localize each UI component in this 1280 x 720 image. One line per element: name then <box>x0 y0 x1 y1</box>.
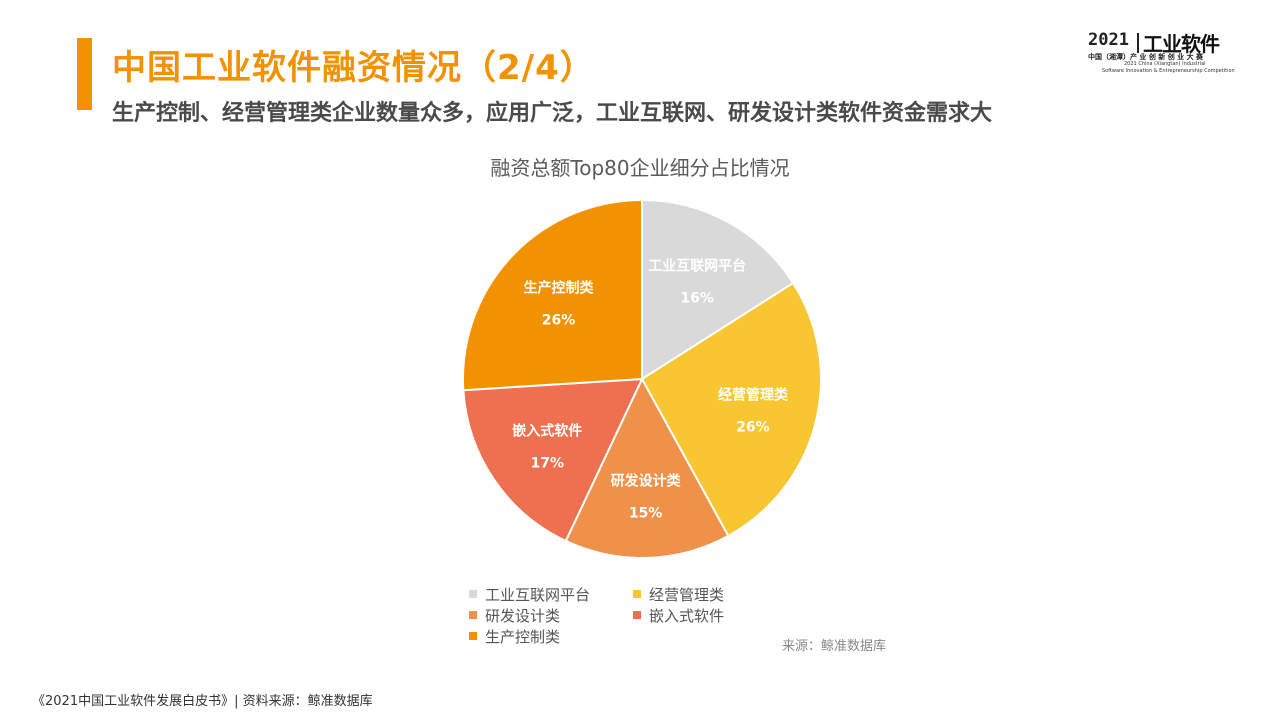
slice-value-label: 17% <box>530 455 564 471</box>
slice-value-label: 16% <box>680 291 714 307</box>
logo-english-line1: 2021 China (Xiangtan) Industrial <box>1124 61 1206 67</box>
chart-title: 融资总额Top80企业细分占比情况 <box>490 156 790 180</box>
legend-label: 嵌入式软件 <box>649 606 725 625</box>
pie-slice-2 <box>640 281 822 538</box>
slice-value-label: 26% <box>542 313 576 329</box>
slice-category-label: 嵌入式软件 <box>512 422 582 439</box>
legend-label: 研发设计类 <box>485 606 561 625</box>
legend-swatch <box>469 611 477 619</box>
legend-item: 嵌入式软件 <box>633 605 724 625</box>
legend-swatch <box>633 590 641 598</box>
slice-category-label: 经营管理类 <box>718 386 789 403</box>
slice-value-label: 15% <box>629 506 663 522</box>
legend-label: 经营管理类 <box>649 585 725 604</box>
slice-category-label: 工业互联网平台 <box>648 258 746 275</box>
logo-year: 2021 <box>1088 30 1129 50</box>
legend-label: 工业互联网平台 <box>485 585 591 604</box>
chart-source: 来源：鲸准数据库 <box>782 639 887 654</box>
legend-swatch <box>633 611 641 619</box>
pie-slice-5 <box>462 198 643 392</box>
slice-category-label: 研发设计类 <box>611 473 682 490</box>
pie-slice-4 <box>462 377 644 543</box>
logo-brand: 工业软件 <box>1143 32 1220 56</box>
pie-slice-3 <box>564 376 730 559</box>
competition-logo: 2021 工业软件 中国（湘潭）产 业 创 新 创 业 大 赛 2021 Chi… <box>1088 30 1238 78</box>
chart-legend: 工业互联网平台 经营管理类研发设计类 嵌入式软件生产控制类 <box>469 584 769 648</box>
legend-swatch <box>469 590 477 598</box>
logo-event-name: 中国（湘潭）产 业 创 新 创 业 大 赛 <box>1088 53 1204 61</box>
page-title: 中国工业软件融资情况（2/4） <box>112 48 595 88</box>
legend-swatch <box>469 632 477 640</box>
logo-divider <box>1137 33 1139 53</box>
legend-item: 生产控制类 <box>469 626 560 646</box>
pie-slice-1 <box>641 198 795 381</box>
footer-note: 《2021中国工业软件发展白皮书》| 资料来源：鲸准数据库 <box>32 694 373 709</box>
slice-category-label: 生产控制类 <box>523 280 594 297</box>
legend-label: 生产控制类 <box>485 627 561 646</box>
legend-item: 经营管理类 <box>633 584 724 604</box>
title-accent-bar <box>77 38 92 110</box>
legend-item: 工业互联网平台 <box>469 584 590 604</box>
logo-english-line2: Software Innovation & Entrepreneurship C… <box>1102 68 1235 74</box>
legend-item: 研发设计类 <box>469 605 560 625</box>
slice-value-label: 26% <box>736 419 770 435</box>
page-subtitle: 生产控制、经营管理类企业数量众多，应用广泛，工业互联网、研发设计类软件资金需求大 <box>112 101 993 126</box>
